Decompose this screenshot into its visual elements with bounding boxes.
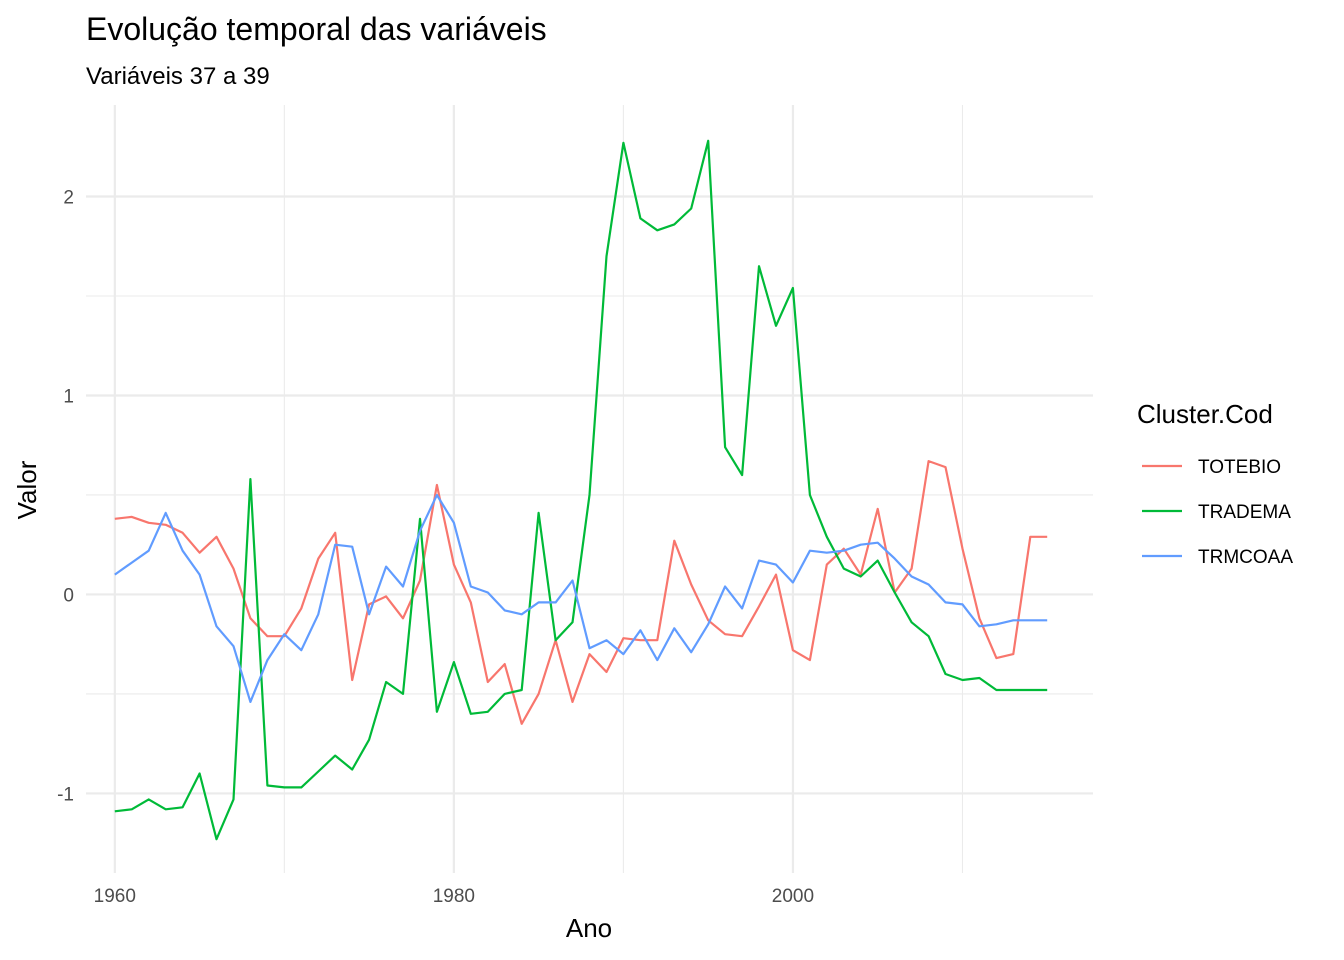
x-tick-label: 2000 — [772, 886, 814, 907]
x-axis-ticks: 1960 1980 2000 — [94, 886, 814, 907]
legend-label-trmcoaa: TRMCOAA — [1198, 547, 1293, 568]
series-line-totebio — [114, 460, 1048, 725]
series-line-tradema — [114, 139, 1048, 841]
x-axis-title: Ano — [566, 913, 612, 943]
y-axis-title: Valor — [12, 460, 42, 519]
legend-label-totebio: TOTEBIO — [1198, 457, 1281, 478]
series-lines — [114, 139, 1048, 841]
y-tick-label: 2 — [63, 188, 74, 209]
legend-title: Cluster.Cod — [1137, 399, 1273, 429]
chart-subtitle: Variáveis 37 a 39 — [86, 63, 270, 90]
y-axis-ticks: -1 0 1 2 — [57, 188, 74, 806]
y-tick-label: -1 — [57, 784, 74, 805]
legend-label-tradema: TRADEMA — [1198, 502, 1291, 523]
legend: Cluster.Cod TOTEBIO TRADEMA TRMCOAA — [1137, 399, 1293, 568]
y-tick-label: 1 — [63, 386, 74, 407]
x-tick-label: 1960 — [94, 886, 136, 907]
x-tick-label: 1980 — [433, 886, 475, 907]
chart-title: Evolução temporal das variáveis — [86, 11, 547, 47]
series-line-trmcoaa — [114, 493, 1048, 704]
y-tick-label: 0 — [63, 585, 74, 606]
